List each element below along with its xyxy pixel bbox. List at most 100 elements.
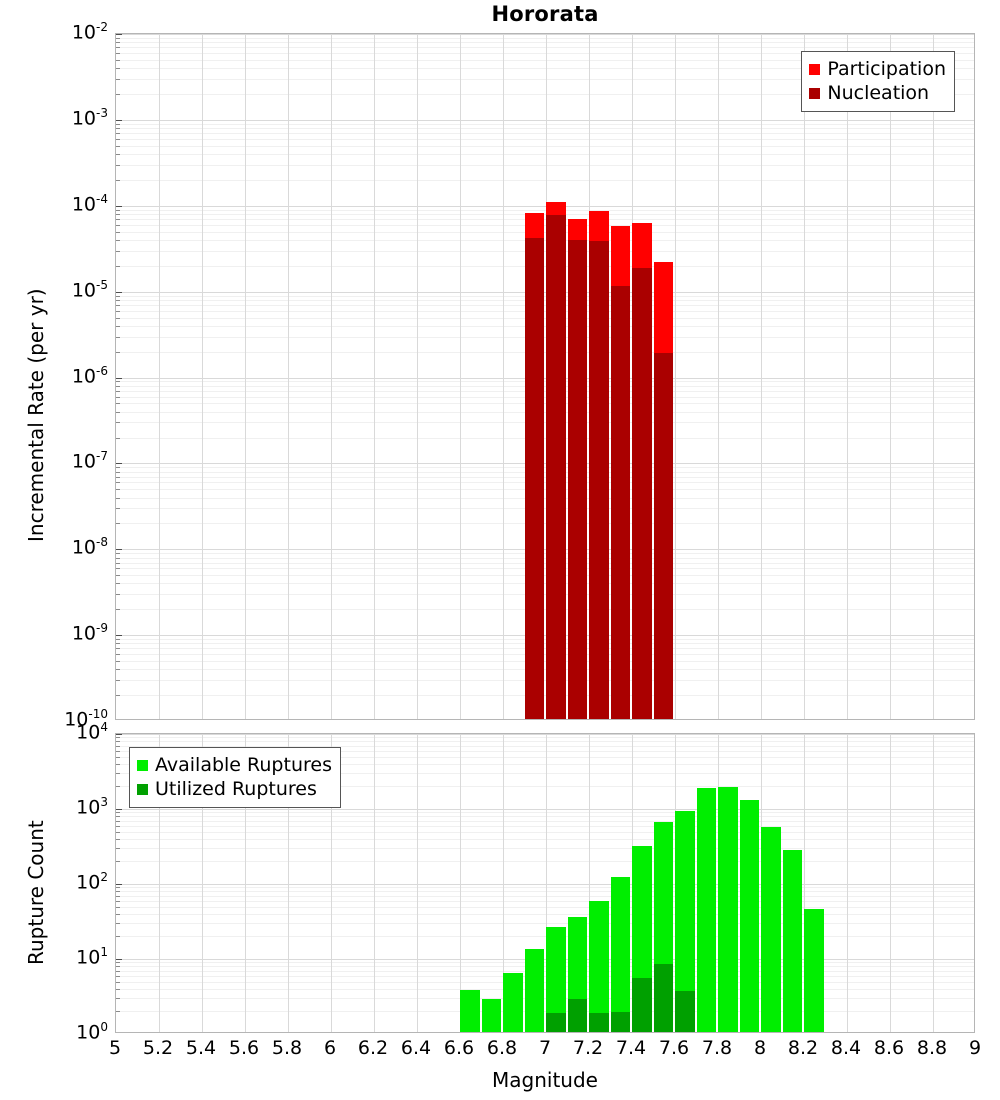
x-tick (417, 1032, 418, 1033)
bar-available-ruptures (610, 876, 631, 1032)
x-tick-label: 6.4 (400, 1037, 432, 1059)
incremental-rate-plot: Participation Nucleation (115, 33, 975, 720)
x-tick (331, 1032, 332, 1033)
x-tick-label: 8.8 (916, 1037, 948, 1059)
participation-swatch-icon (809, 63, 821, 75)
y-tick-label: 101 (76, 945, 108, 969)
x-tick (202, 719, 203, 720)
y-tick (116, 291, 122, 293)
x-tick (374, 1032, 375, 1033)
legend-label: Utilized Ruptures (155, 778, 317, 800)
bar-available-ruptures (761, 827, 781, 1032)
x-tick (460, 719, 461, 720)
bar-available-ruptures (696, 787, 717, 1032)
x-tick (847, 1032, 848, 1033)
x-tick-label: 5.6 (228, 1037, 260, 1059)
x-tick-label: 7.4 (615, 1037, 647, 1059)
y-tick-label: 10-2 (71, 20, 108, 44)
x-tick-label: 5.2 (142, 1037, 174, 1059)
bar-nucleation (567, 239, 588, 719)
x-tick (245, 719, 246, 720)
x-tick (245, 1032, 246, 1033)
x-tick-label: 5.4 (185, 1037, 217, 1059)
y-tick-label: 10-4 (71, 191, 108, 216)
rupture-count-plot: Available Ruptures Utilized Ruptures (115, 733, 975, 1033)
x-tick (589, 719, 590, 720)
bar-utilized-ruptures (653, 963, 674, 1032)
x-tick (761, 719, 762, 720)
available-ruptures-swatch-icon (137, 759, 148, 771)
bar-utilized-ruptures (589, 1012, 609, 1032)
x-tick (331, 719, 332, 720)
x-tick-label: 6.2 (357, 1037, 389, 1059)
x-tick (718, 719, 719, 720)
y-tick-label: 103 (76, 795, 108, 819)
x-tick-label: 7.6 (658, 1037, 690, 1059)
x-tick (847, 719, 848, 720)
bar-nucleation (524, 237, 545, 719)
bar-nucleation (546, 215, 566, 719)
bar-available-ruptures (546, 927, 566, 1032)
bar-available-ruptures (460, 990, 480, 1032)
bar-utilized-ruptures (632, 977, 652, 1032)
y-tick-label: 10-6 (71, 363, 108, 387)
bar-nucleation (610, 286, 631, 719)
x-tick-label: 6 (323, 1037, 337, 1059)
y-tick-label: 10-3 (71, 105, 108, 130)
x-tick-label: 7.2 (572, 1037, 604, 1059)
bar-available-ruptures (481, 998, 502, 1032)
x-tick (933, 719, 934, 720)
x-tick (288, 1032, 289, 1033)
legend-item-nucleation: Nucleation (809, 81, 946, 105)
x-tick-label: 7 (538, 1037, 552, 1059)
y-tick (116, 377, 122, 379)
x-tick (460, 1032, 461, 1033)
x-tick-label: 6.8 (486, 1037, 518, 1059)
x-tick (159, 719, 160, 720)
x-tick (804, 719, 805, 720)
x-tick (116, 719, 117, 720)
y-tick-label: 10-9 (71, 621, 108, 645)
bar-nucleation (632, 267, 652, 719)
bar-nucleation (589, 240, 609, 719)
nucleation-swatch-icon (809, 87, 821, 99)
bar-available-ruptures (739, 799, 760, 1032)
legend-item-utilized-ruptures: Utilized Ruptures (137, 777, 332, 801)
x-tick-label: 6.6 (443, 1037, 475, 1059)
y-tick-label: 10-5 (71, 277, 108, 301)
bar-available-ruptures (503, 972, 523, 1032)
bar-available-ruptures (524, 948, 545, 1032)
bar-available-ruptures (804, 908, 824, 1032)
y-tick (116, 463, 122, 465)
y-tick (116, 734, 122, 735)
legend-label: Participation (827, 58, 946, 80)
y-tick-label: 10-8 (71, 535, 108, 559)
x-tick (546, 719, 547, 720)
y-tick (116, 635, 122, 637)
bar-nucleation (653, 352, 674, 719)
bar-available-ruptures (675, 811, 695, 1032)
x-tick (417, 719, 418, 720)
x-tick (589, 1032, 590, 1033)
y-tick (116, 884, 122, 885)
x-tick-label: 8 (753, 1037, 767, 1059)
x-tick (675, 719, 676, 720)
utilized-ruptures-swatch-icon (137, 783, 148, 795)
x-tick (890, 1032, 891, 1033)
y-tick-label: 100 (76, 1020, 108, 1044)
y-tick-label: 10-10 (64, 707, 108, 731)
x-tick (288, 719, 289, 720)
x-tick-label: 9 (968, 1037, 982, 1059)
y-tick (116, 119, 122, 121)
legend-top: Participation Nucleation (801, 51, 955, 112)
x-tick-label: 8.2 (787, 1037, 819, 1059)
bar-utilized-ruptures (546, 1012, 566, 1032)
x-tick-label: 7.8 (701, 1037, 733, 1059)
x-tick (202, 1032, 203, 1033)
y-tick (116, 205, 122, 207)
bar-available-ruptures (589, 900, 609, 1032)
x-tick (718, 1032, 719, 1033)
bars-bottom (116, 734, 974, 1032)
x-tick (933, 1032, 934, 1033)
